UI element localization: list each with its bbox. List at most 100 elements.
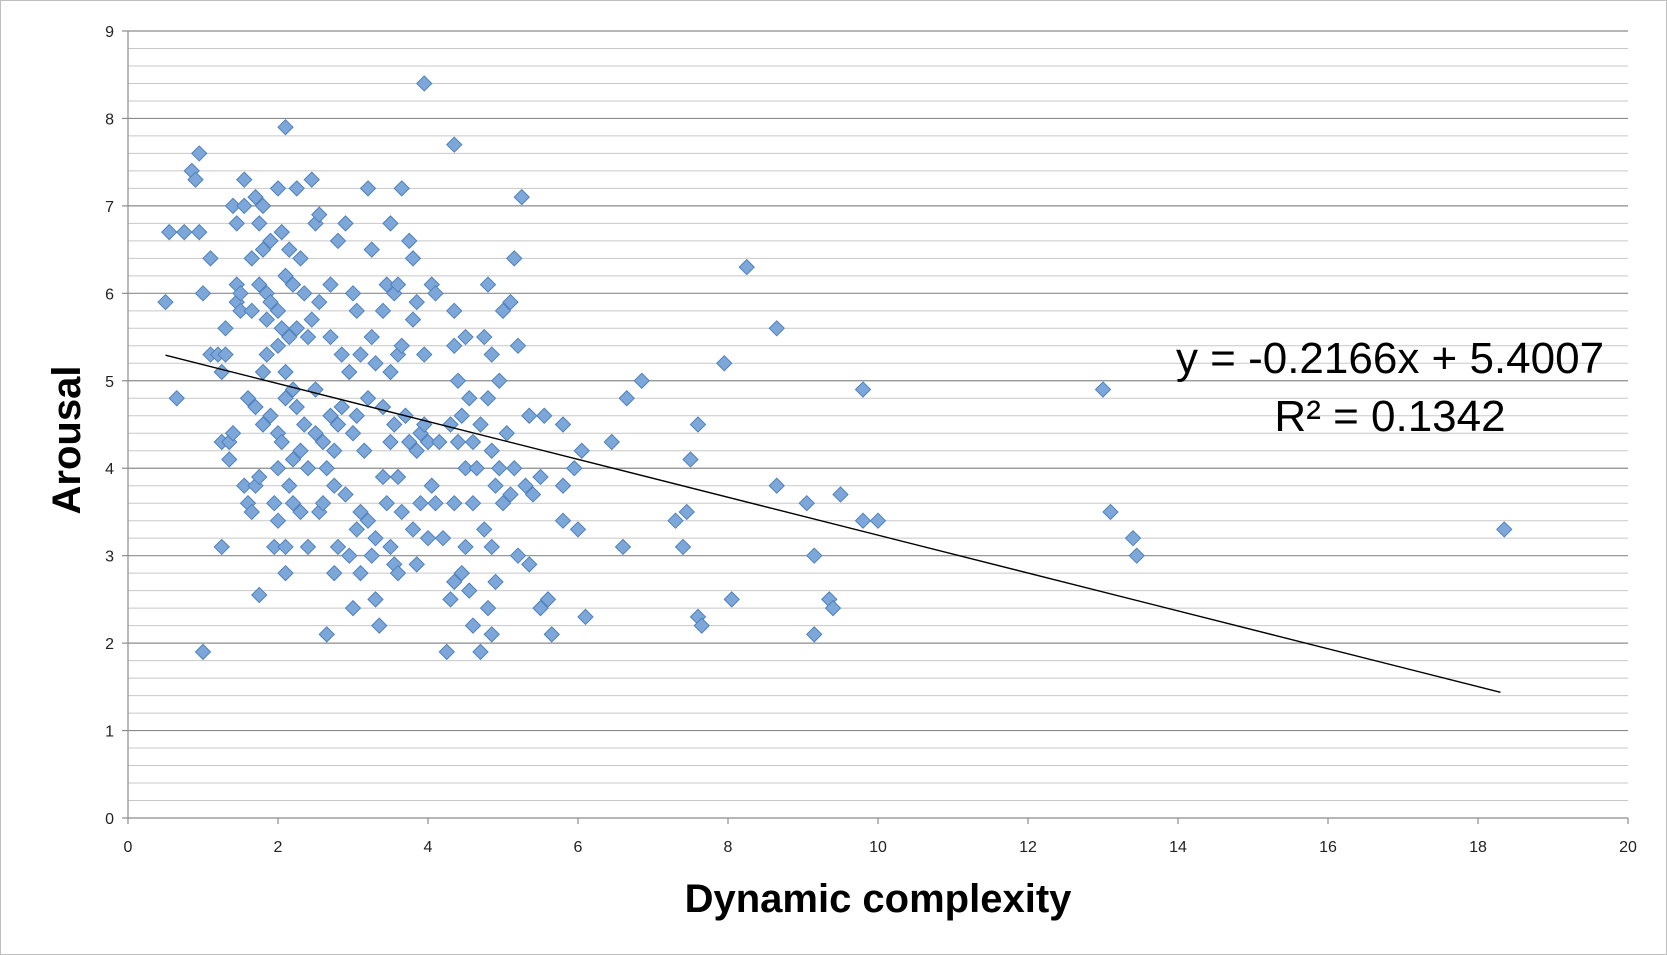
gridlines — [128, 30, 1628, 802]
data-point — [382, 433, 399, 451]
x-tick-label: 8 — [724, 839, 733, 856]
y-tick-label: 3 — [105, 549, 114, 566]
data-point — [382, 363, 399, 381]
data-point — [251, 586, 268, 604]
data-point — [344, 425, 362, 442]
data-point — [326, 477, 343, 494]
data-point — [292, 442, 309, 459]
data-point — [566, 460, 583, 477]
data-point — [446, 573, 463, 591]
data-point — [449, 433, 467, 451]
data-point — [284, 276, 302, 293]
data-point — [577, 608, 594, 626]
data-point — [408, 293, 425, 311]
y-tick-label: 6 — [105, 286, 114, 303]
x-tick-label: 12 — [1019, 839, 1037, 856]
data-point — [277, 363, 294, 381]
data-point — [446, 302, 463, 320]
data-point — [416, 346, 433, 363]
data-point — [431, 433, 448, 451]
data-point — [273, 433, 290, 451]
data-point — [326, 442, 343, 459]
data-point — [341, 363, 358, 381]
data-point — [427, 494, 444, 512]
data-point — [318, 460, 335, 477]
data-point — [266, 538, 283, 556]
data-point — [393, 503, 410, 521]
data-point — [506, 460, 523, 477]
data-point — [299, 328, 317, 346]
data-point — [682, 451, 699, 468]
data-point — [247, 188, 264, 206]
data-point — [359, 390, 377, 407]
data-point — [509, 337, 527, 355]
data-point — [457, 460, 474, 477]
data-point — [254, 363, 272, 381]
data-point — [281, 241, 298, 258]
data-point — [427, 285, 444, 302]
data-point — [457, 538, 474, 556]
data-point — [269, 302, 287, 320]
data-point — [408, 556, 425, 573]
data-point — [386, 416, 403, 433]
data-point — [221, 451, 238, 468]
data-point — [168, 390, 185, 407]
data-point — [389, 276, 407, 293]
data-point — [517, 477, 534, 494]
data-point — [333, 346, 350, 363]
data-point — [532, 599, 549, 617]
x-tick-label: 10 — [869, 839, 887, 856]
data-point — [217, 320, 234, 337]
data-point — [378, 276, 395, 293]
data-point — [187, 171, 204, 188]
data-point — [494, 494, 512, 512]
data-point — [254, 241, 272, 258]
data-point — [348, 407, 365, 424]
data-point — [521, 407, 538, 424]
data-point — [277, 538, 294, 556]
data-point — [487, 477, 504, 494]
x-tick-label: 16 — [1319, 839, 1337, 856]
data-point — [194, 285, 212, 302]
data-point — [798, 494, 815, 512]
y-tick-label: 5 — [105, 374, 114, 391]
data-point — [258, 311, 275, 328]
data-point — [536, 407, 553, 424]
y-axis-title: Arousal — [45, 366, 89, 515]
data-point — [476, 328, 493, 346]
data-point — [464, 433, 482, 451]
data-points — [157, 75, 1513, 661]
data-point — [483, 538, 500, 556]
data-point — [521, 556, 538, 573]
data-point — [419, 529, 437, 547]
data-point — [341, 547, 358, 564]
data-point — [314, 433, 332, 451]
x-tick-label: 2 — [274, 839, 283, 856]
data-point — [311, 206, 328, 223]
data-point — [243, 250, 260, 267]
data-point — [224, 425, 242, 442]
data-point — [393, 337, 410, 355]
data-point — [498, 425, 515, 442]
data-point — [329, 538, 347, 556]
data-point — [674, 538, 692, 556]
data-point — [603, 433, 620, 451]
data-point — [288, 180, 305, 197]
data-point — [367, 529, 384, 547]
data-point — [506, 250, 523, 267]
data-point — [273, 223, 290, 241]
data-point — [254, 197, 272, 215]
data-point — [307, 381, 324, 398]
data-point — [502, 486, 519, 503]
data-point — [213, 538, 230, 556]
data-point — [352, 503, 369, 521]
data-point — [314, 494, 332, 512]
data-point — [446, 337, 463, 355]
data-point — [292, 250, 309, 267]
data-point — [236, 197, 253, 215]
data-point — [269, 460, 287, 477]
data-point — [479, 276, 497, 293]
data-point — [513, 188, 530, 206]
